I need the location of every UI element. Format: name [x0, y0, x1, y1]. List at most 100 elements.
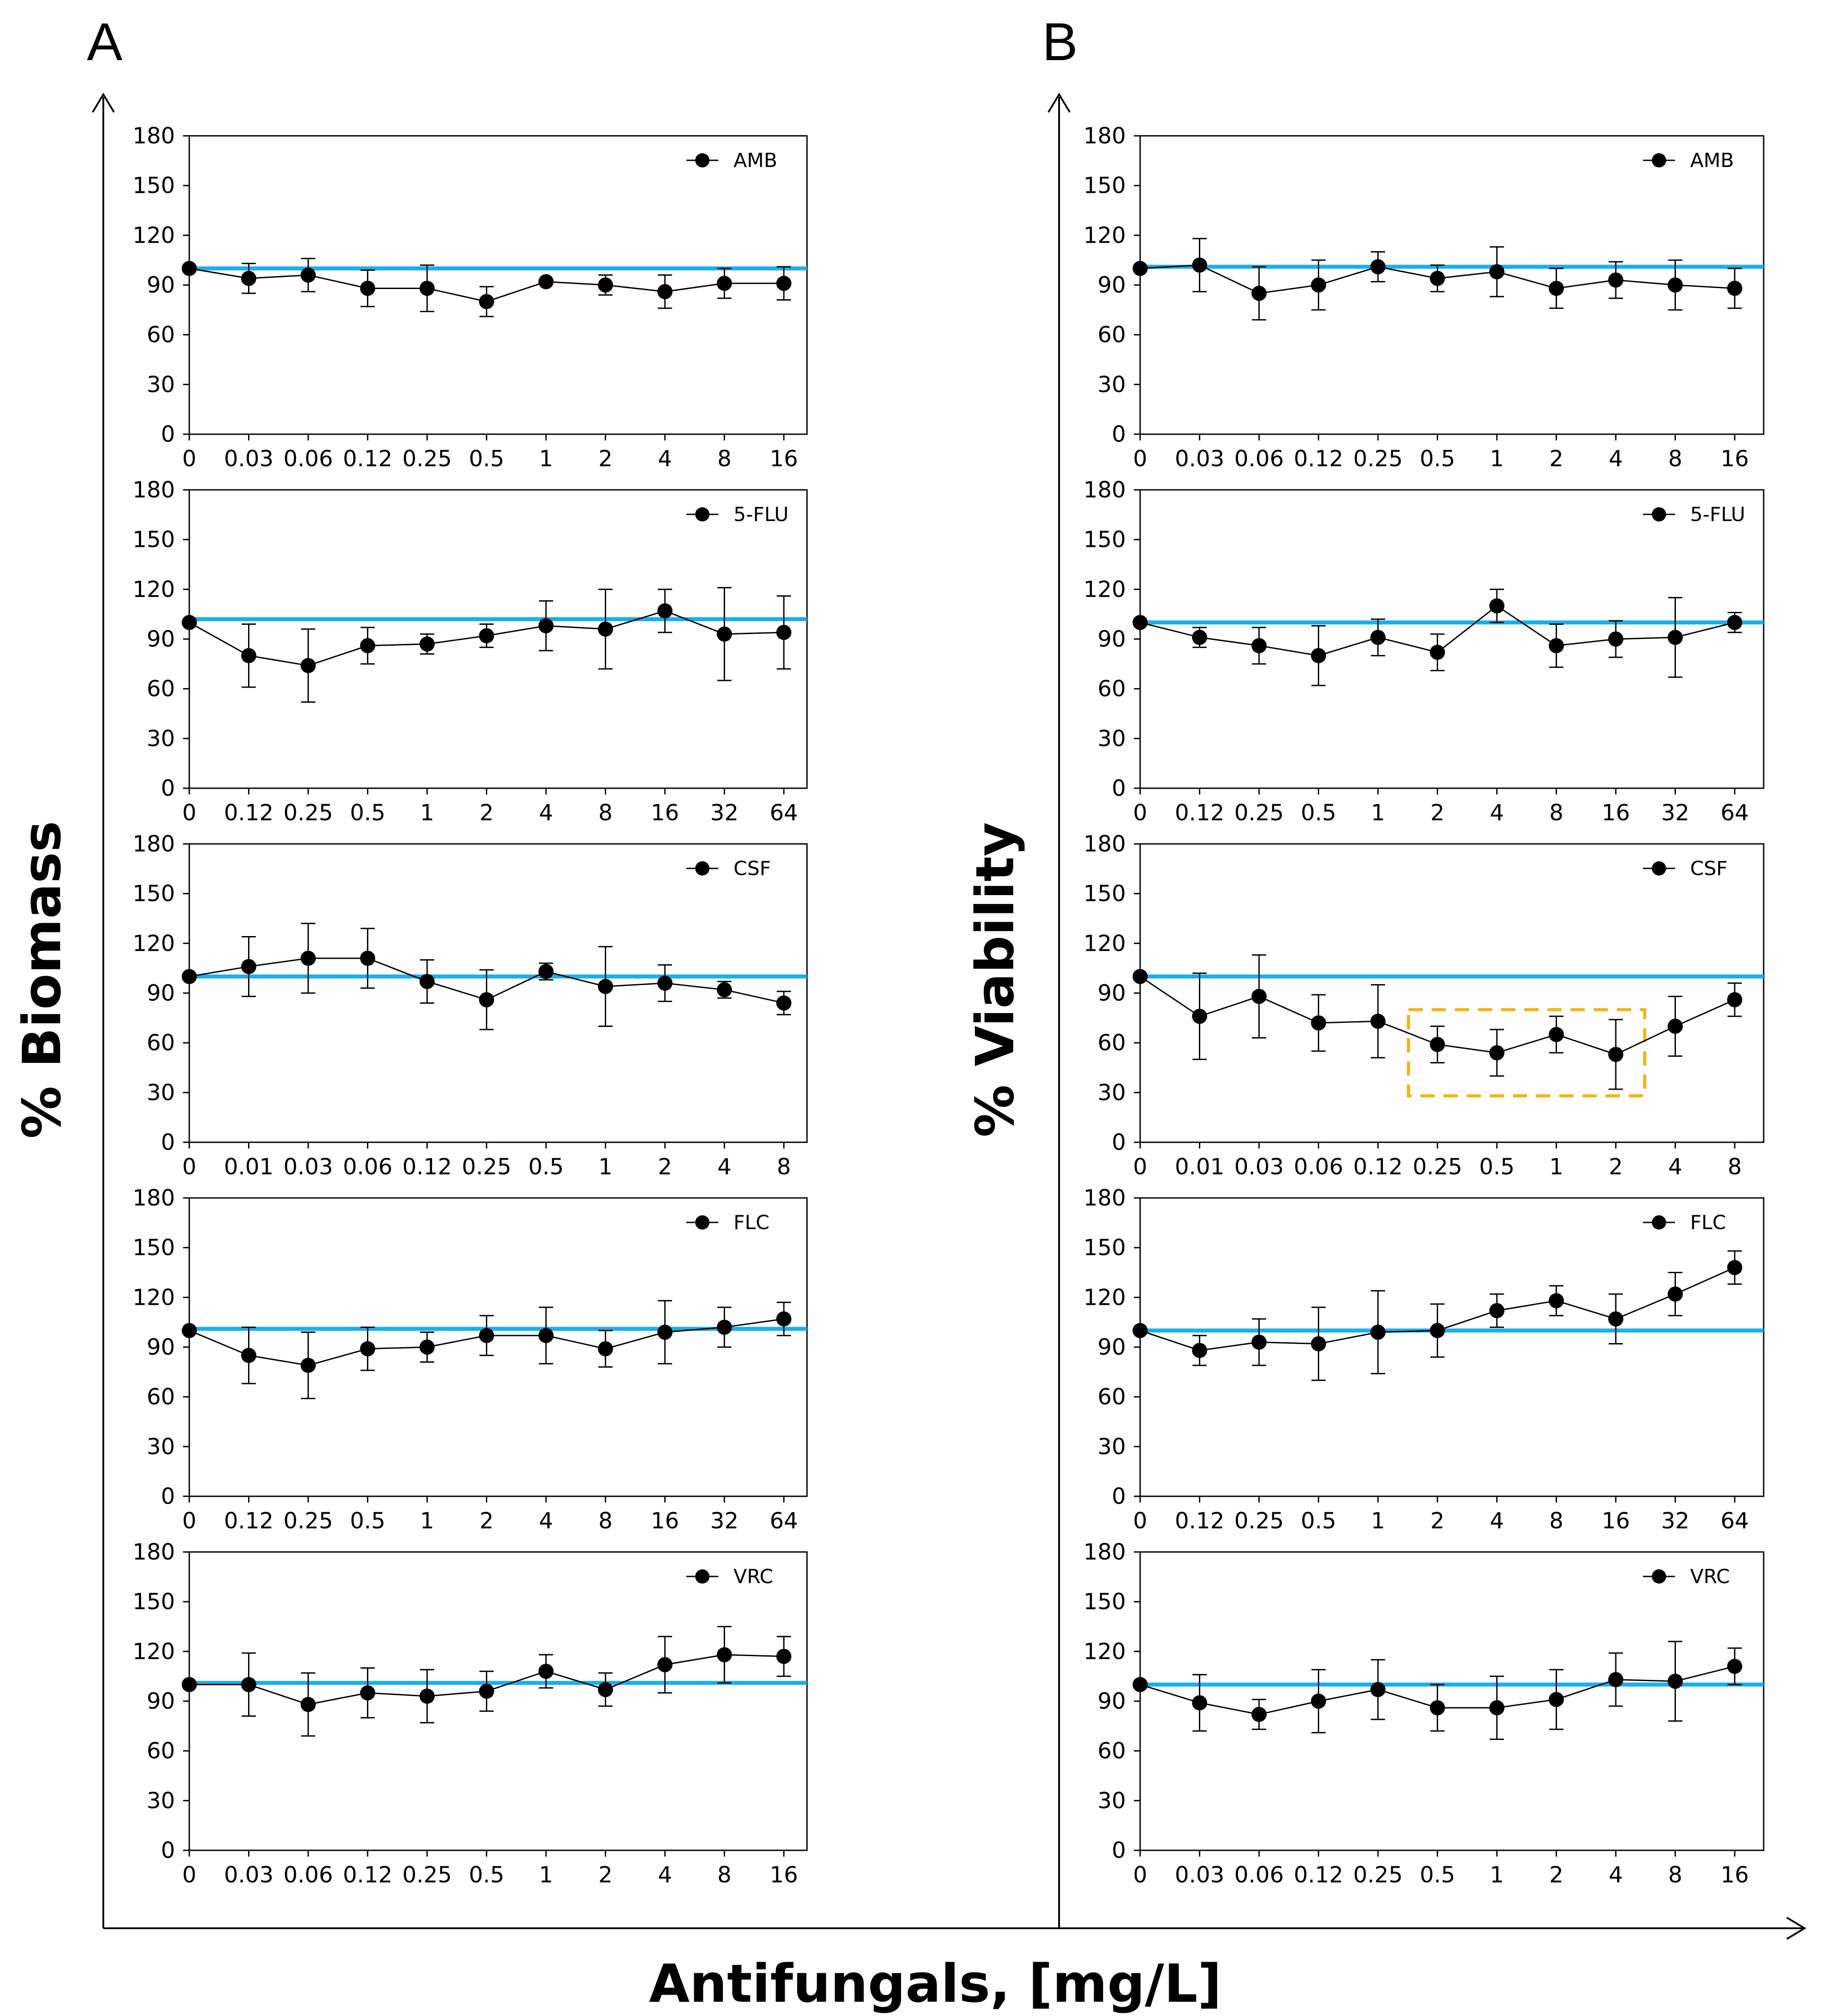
data-point: [1489, 1303, 1504, 1319]
x-tick-label: 4: [717, 1154, 732, 1180]
x-tick-label: 0.25: [402, 446, 452, 472]
data-point: [538, 618, 554, 634]
data-point: [1608, 1311, 1623, 1327]
x-tick-label: 0.5: [1301, 800, 1337, 826]
chart-a-amb: 0 30 60 90 120 150 180 0 0.03 0.06 0.12 0.25 0.5 1 2 4 8…: [133, 123, 808, 472]
data-point: [717, 982, 732, 998]
data-point: [1549, 1692, 1564, 1707]
y-tick-label: 180: [133, 123, 175, 149]
y-tick-label: 120: [133, 222, 175, 248]
x-tick-label: 0: [182, 1862, 196, 1888]
y-tick-label: 0: [161, 421, 175, 447]
data-point: [776, 1311, 791, 1327]
x-tick-label: 0.25: [1353, 446, 1402, 472]
data-point: [1667, 630, 1683, 645]
x-tick-label: 8: [1668, 446, 1683, 472]
x-tick-label: 0.12: [343, 1862, 392, 1888]
y-tick-label: 0: [161, 775, 175, 801]
data-point: [479, 294, 494, 310]
data-point: [1311, 1015, 1326, 1030]
x-tick-label: 0.5: [350, 800, 386, 826]
x-tick-label: 64: [1720, 800, 1749, 826]
data-point: [598, 277, 613, 293]
y-tick-label: 30: [147, 371, 175, 397]
x-tick-label: 64: [770, 800, 798, 826]
y-tick-label: 60: [147, 1030, 175, 1056]
x-tick-label: 0: [1133, 1154, 1147, 1180]
x-tick-label: 0: [182, 446, 196, 472]
legend-label: CSF: [734, 857, 771, 880]
x-tick-label: 16: [770, 1862, 798, 1888]
plot-frame: [188, 489, 808, 789]
data-point: [1251, 989, 1267, 1004]
data-point: [1489, 264, 1504, 280]
x-tick-label: 0.06: [283, 446, 333, 472]
data-point: [1133, 261, 1148, 276]
data-point: [1667, 1286, 1683, 1302]
y-tick-label: 0: [1112, 775, 1126, 801]
x-tick-label: 0.5: [469, 446, 505, 472]
x-tick-label: 0.12: [224, 1508, 273, 1534]
y-tick-label: 60: [147, 676, 175, 702]
x-tick-label: 1: [1371, 800, 1385, 826]
x-tick-label: 0.25: [283, 1508, 333, 1534]
x-tick-label: 0.03: [224, 1862, 273, 1888]
x-tick-label: 2: [480, 1508, 494, 1534]
x-tick-label: 0.5: [469, 1862, 505, 1888]
x-tick-label: 4: [1668, 1154, 1683, 1180]
x-tick-label: 1: [599, 1154, 613, 1180]
data-point: [1192, 257, 1207, 273]
x-axis-title: Antifungals, [mg/L]: [649, 1953, 1222, 2014]
x-tick-label: 8: [1549, 800, 1564, 826]
data-point: [241, 1677, 257, 1692]
x-tick-label: 0.12: [1175, 1508, 1224, 1534]
plot-frame: [1139, 843, 1765, 1143]
x-tick-label: 2: [1549, 446, 1564, 472]
chart-a-5flu: 0 30 60 90 120 150 180 0 0.12 0.25 0.5 1 2 4 8 16 32 64 5-…: [133, 477, 808, 826]
x-tick-label: 0.03: [1175, 446, 1224, 472]
legend-label: AMB: [734, 149, 777, 172]
legend-label: CSF: [1690, 857, 1728, 880]
y-tick-label: 90: [1097, 980, 1126, 1006]
x-tick-label: 8: [1668, 1862, 1683, 1888]
y-tick-label: 90: [1097, 1688, 1126, 1714]
x-tick-label: 4: [539, 800, 553, 826]
y-tick-label: 60: [1097, 676, 1126, 702]
data-point: [360, 281, 375, 296]
data-point: [657, 1324, 673, 1340]
data-point: [1549, 1027, 1564, 1043]
y-tick-label: 60: [1097, 1384, 1126, 1410]
x-tick-label: 4: [658, 446, 672, 472]
highlight-box: [1407, 1008, 1647, 1098]
data-point: [1430, 1323, 1445, 1338]
y-tick-label: 120: [133, 1638, 175, 1664]
x-tick-label: 0.25: [1234, 1508, 1284, 1534]
x-tick-label: 0.06: [1294, 1154, 1343, 1180]
x-tick-label: 2: [599, 1862, 613, 1888]
x-tick-label: 0: [1133, 1508, 1147, 1534]
y-tick-label: 150: [1084, 1589, 1126, 1615]
y-tick-label: 180: [133, 831, 175, 857]
x-tick-label: 0.06: [283, 1862, 333, 1888]
data-point: [1133, 1323, 1148, 1338]
data-point: [1430, 1037, 1445, 1052]
data-point: [1549, 638, 1564, 653]
data-point: [420, 281, 435, 296]
data-point: [776, 625, 791, 640]
x-tick-label: 0.06: [1234, 1862, 1284, 1888]
x-tick-label: 0.06: [1234, 446, 1284, 472]
data-point: [1192, 630, 1207, 645]
y-tick-label: 0: [161, 1837, 175, 1863]
legend-marker: [1652, 1215, 1666, 1230]
legend-label: 5-FLU: [1690, 503, 1745, 526]
data-point: [182, 969, 197, 984]
outer-y-axis-left-arrow: [92, 93, 115, 113]
legend-label: VRC: [734, 1565, 773, 1588]
x-tick-label: 0: [1133, 1862, 1147, 1888]
data-point: [657, 603, 673, 619]
data-point: [241, 959, 257, 974]
x-tick-label: 2: [1609, 1154, 1623, 1180]
data-point: [538, 1664, 554, 1679]
y-tick-label: 120: [1084, 1638, 1126, 1664]
